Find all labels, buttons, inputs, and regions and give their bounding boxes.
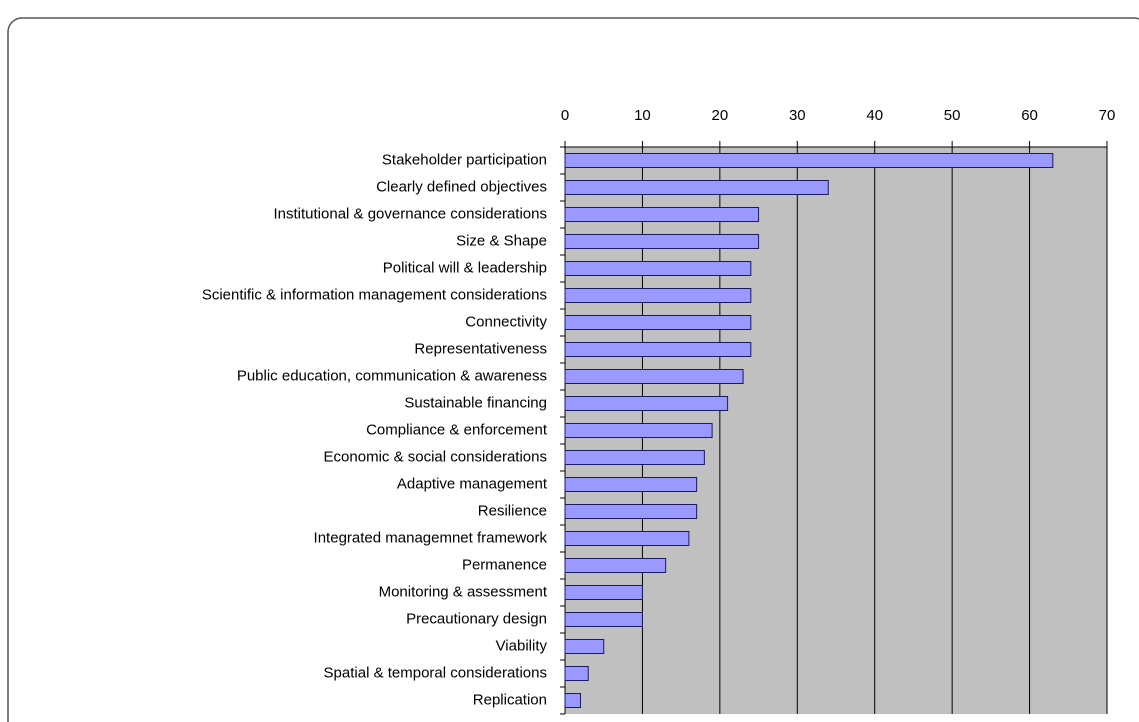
y-tick-label: Spatial & temporal considerations xyxy=(324,664,547,681)
y-tick-label: Scientific & information management cons… xyxy=(202,286,547,303)
y-tick-label: Monitoring & assessment xyxy=(379,583,548,600)
y-tick-label: Precautionary design xyxy=(406,610,547,627)
y-tick-label: Compliance & enforcement xyxy=(366,421,548,438)
y-tick-label: Resilience xyxy=(478,502,547,519)
y-tick-label: Adaptive management xyxy=(397,475,548,492)
bar xyxy=(564,153,1054,168)
bar xyxy=(564,315,752,330)
y-tick-label: Representativeness xyxy=(414,340,547,357)
bar xyxy=(564,558,667,573)
bar xyxy=(564,234,760,249)
x-tick-label: 10 xyxy=(634,107,651,124)
bar xyxy=(564,288,752,303)
y-tick-label: Political will & leadership xyxy=(383,259,547,276)
y-tick-label: Replication xyxy=(473,691,547,708)
bar xyxy=(564,180,829,195)
y-tick-label: Institutional & governance consideration… xyxy=(273,205,547,222)
bar xyxy=(564,477,698,492)
bar xyxy=(564,261,752,276)
y-tick-label: Economic & social considerations xyxy=(324,448,547,465)
y-tick-label: Size & Shape xyxy=(456,232,547,249)
y-tick-label: Connectivity xyxy=(465,313,547,330)
x-tick-label: 20 xyxy=(712,107,729,124)
bar xyxy=(564,666,589,681)
bar xyxy=(564,531,690,546)
y-tick-label: Integrated managemnet framework xyxy=(314,529,548,546)
y-tick-label: Stakeholder participation xyxy=(382,151,547,168)
bar xyxy=(564,612,643,627)
bar xyxy=(564,396,729,411)
x-tick-label: 40 xyxy=(866,107,883,124)
x-tick-label: 0 xyxy=(561,107,569,124)
y-tick-label: Clearly defined objectives xyxy=(376,178,547,195)
bar xyxy=(564,504,698,519)
x-tick-label: 60 xyxy=(1021,107,1038,124)
bar xyxy=(564,585,643,600)
x-tick-label: 70 xyxy=(1099,107,1116,124)
y-tick-label: Public education, communication & awaren… xyxy=(237,367,547,384)
y-tick-label: Viability xyxy=(496,637,548,654)
y-tick-label: Sustainable financing xyxy=(404,394,547,411)
x-tick-label: 30 xyxy=(789,107,806,124)
bar xyxy=(564,423,713,438)
bar xyxy=(564,369,744,384)
bar xyxy=(564,207,760,222)
x-tick-label: 50 xyxy=(944,107,961,124)
bar xyxy=(564,639,605,654)
y-tick-label: Permanence xyxy=(462,556,547,573)
bar xyxy=(564,342,752,357)
bar xyxy=(564,450,705,465)
bar xyxy=(564,693,581,708)
